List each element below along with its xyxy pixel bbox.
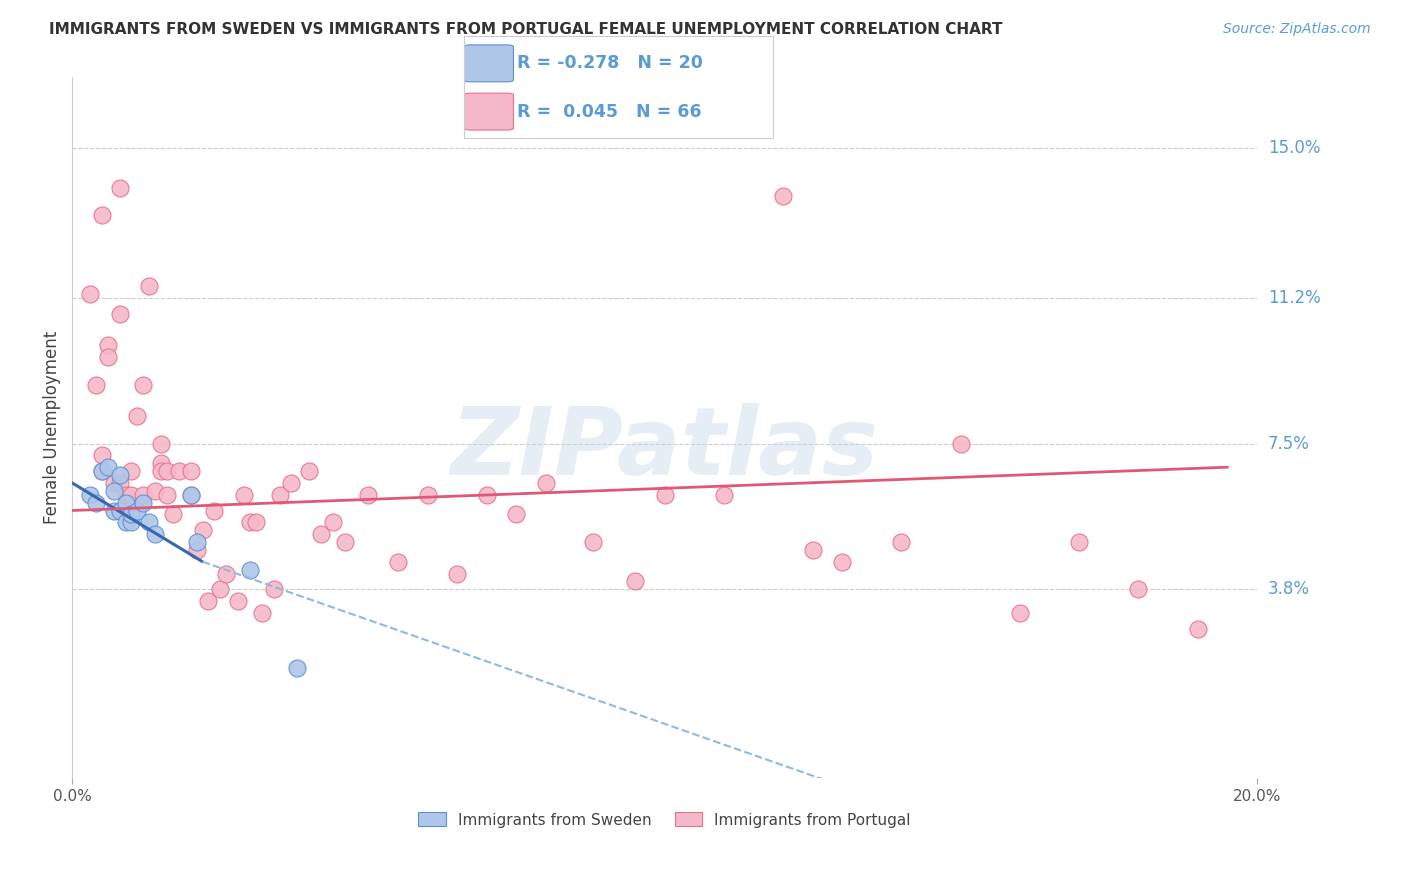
Point: [103, 503, 125, 517]
Point: [263, 582, 285, 597]
FancyBboxPatch shape: [464, 45, 513, 82]
Point: [132, 488, 155, 502]
Point: [245, 516, 267, 530]
Point: [156, 488, 179, 502]
Point: [416, 488, 439, 502]
Point: [949, 436, 972, 450]
Point: [90, 208, 112, 222]
Point: [215, 566, 238, 581]
Point: [156, 464, 179, 478]
Point: [582, 535, 605, 549]
Point: [90, 449, 112, 463]
Point: [150, 456, 173, 470]
Point: [322, 516, 344, 530]
Point: [167, 464, 190, 478]
Y-axis label: Female Unemployment: Female Unemployment: [44, 331, 60, 524]
Point: [801, 542, 824, 557]
Point: [108, 503, 131, 517]
Point: [186, 535, 208, 549]
Point: [446, 566, 468, 581]
Point: [269, 488, 291, 502]
Point: [831, 555, 853, 569]
Point: [250, 606, 273, 620]
Text: Source: ZipAtlas.com: Source: ZipAtlas.com: [1223, 22, 1371, 37]
Point: [79, 287, 101, 301]
Point: [150, 464, 173, 478]
Point: [387, 555, 409, 569]
Point: [226, 594, 249, 608]
Point: [114, 488, 136, 502]
Point: [143, 483, 166, 498]
Point: [309, 527, 332, 541]
Point: [132, 377, 155, 392]
Point: [239, 516, 262, 530]
Point: [1187, 622, 1209, 636]
Point: [108, 475, 131, 490]
Point: [654, 488, 676, 502]
Point: [103, 475, 125, 490]
Text: 3.8%: 3.8%: [1268, 581, 1310, 599]
Point: [298, 464, 321, 478]
Point: [772, 188, 794, 202]
Point: [97, 350, 120, 364]
Point: [162, 508, 184, 522]
Point: [84, 377, 107, 392]
Point: [186, 542, 208, 557]
Point: [79, 488, 101, 502]
Point: [108, 468, 131, 483]
Point: [127, 409, 149, 423]
Point: [97, 460, 120, 475]
Text: ZIPatlas: ZIPatlas: [450, 403, 879, 495]
Point: [233, 488, 256, 502]
Point: [138, 279, 160, 293]
Point: [114, 516, 136, 530]
Point: [285, 661, 308, 675]
Point: [108, 307, 131, 321]
Text: IMMIGRANTS FROM SWEDEN VS IMMIGRANTS FROM PORTUGAL FEMALE UNEMPLOYMENT CORRELATI: IMMIGRANTS FROM SWEDEN VS IMMIGRANTS FRO…: [49, 22, 1002, 37]
Point: [138, 516, 160, 530]
Point: [209, 582, 232, 597]
Point: [121, 508, 143, 522]
Point: [121, 464, 143, 478]
Point: [108, 180, 131, 194]
Point: [890, 535, 912, 549]
Point: [713, 488, 735, 502]
Point: [333, 535, 356, 549]
Point: [114, 495, 136, 509]
Point: [121, 488, 143, 502]
Text: 7.5%: 7.5%: [1268, 434, 1310, 452]
Point: [1008, 606, 1031, 620]
Point: [127, 503, 149, 517]
Point: [1128, 582, 1150, 597]
Text: R = -0.278   N = 20: R = -0.278 N = 20: [516, 54, 703, 72]
Point: [143, 527, 166, 541]
Point: [197, 594, 219, 608]
Point: [534, 475, 557, 490]
Point: [103, 483, 125, 498]
Text: R =  0.045   N = 66: R = 0.045 N = 66: [516, 103, 702, 120]
Point: [84, 495, 107, 509]
Point: [121, 516, 143, 530]
Point: [191, 523, 214, 537]
Point: [624, 574, 647, 589]
Point: [357, 488, 380, 502]
FancyBboxPatch shape: [464, 93, 513, 130]
Point: [239, 563, 262, 577]
Point: [505, 508, 527, 522]
Point: [1069, 535, 1091, 549]
Point: [475, 488, 498, 502]
Point: [280, 475, 302, 490]
Point: [180, 488, 202, 502]
Point: [202, 503, 225, 517]
Point: [90, 464, 112, 478]
Point: [180, 464, 202, 478]
Legend: Immigrants from Sweden, Immigrants from Portugal: Immigrants from Sweden, Immigrants from …: [412, 806, 917, 834]
Text: 11.2%: 11.2%: [1268, 289, 1320, 307]
Point: [90, 464, 112, 478]
Point: [150, 436, 173, 450]
Text: 15.0%: 15.0%: [1268, 139, 1320, 157]
Point: [180, 488, 202, 502]
Point: [132, 495, 155, 509]
Point: [97, 338, 120, 352]
